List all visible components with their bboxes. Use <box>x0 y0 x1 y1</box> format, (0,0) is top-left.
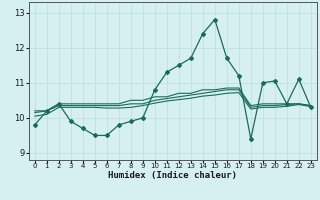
X-axis label: Humidex (Indice chaleur): Humidex (Indice chaleur) <box>108 171 237 180</box>
